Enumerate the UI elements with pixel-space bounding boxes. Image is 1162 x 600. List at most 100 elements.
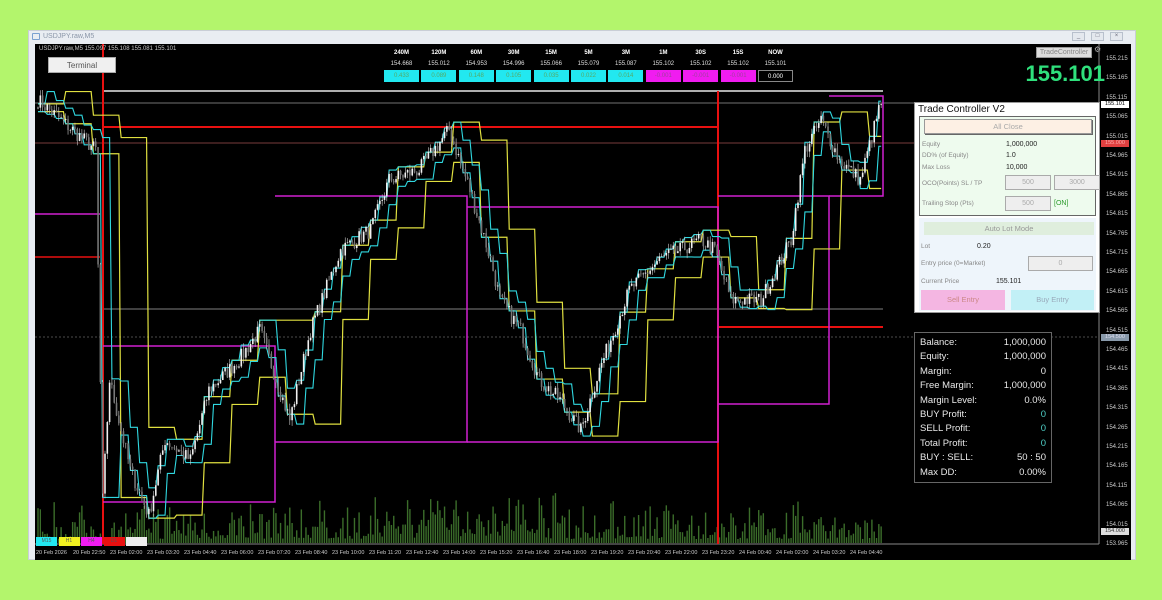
candle-body	[212, 383, 215, 392]
buy-entry-button[interactable]: Buy Entry	[1011, 290, 1094, 310]
candle-body	[644, 272, 647, 274]
max-loss-value: 10,000	[1006, 164, 1028, 171]
account-row: Balance: 1,000,000	[920, 337, 1046, 351]
candle-body	[233, 365, 236, 374]
candle-body	[827, 126, 829, 134]
time-axis-label: 23 Feb 07:20	[258, 550, 291, 556]
candle-body	[681, 241, 684, 243]
candle-body	[734, 296, 737, 304]
tp-input[interactable]: 3000	[1054, 175, 1100, 190]
candle-body	[730, 291, 732, 294]
candle-body	[249, 343, 252, 353]
legend-blank[interactable]	[126, 537, 147, 546]
minimize-button[interactable]: _	[1072, 32, 1085, 41]
candle-body	[404, 172, 407, 178]
account-label: Equity:	[920, 351, 950, 363]
candle-body	[314, 315, 316, 318]
candle-body	[300, 372, 303, 385]
candle-body	[838, 158, 841, 160]
timeframe-label: 5M	[584, 50, 593, 56]
candle-body	[824, 121, 827, 127]
sell-entry-button[interactable]: Sell Entry	[921, 290, 1005, 310]
candle-body	[845, 164, 848, 169]
candle-body	[559, 397, 561, 399]
legend-m15[interactable]: M15	[36, 537, 57, 546]
candle-body	[316, 305, 319, 316]
price-chart[interactable]: USDJPY.raw,M5 155.097 155.108 155.081 15…	[35, 44, 1131, 560]
candle-body	[776, 264, 778, 280]
timeframe-diff-badge: 0.433	[384, 70, 419, 82]
candle-body	[402, 175, 404, 178]
candle-body	[658, 256, 661, 262]
candle-body	[198, 424, 201, 434]
candle-body	[725, 279, 728, 280]
candle-body	[108, 382, 111, 423]
trailing-toggle[interactable]: [ON]	[1054, 200, 1069, 207]
price-axis-label: 154.865	[1106, 191, 1128, 198]
candle-body	[531, 361, 534, 368]
time-axis-label: 23 Feb 04:40	[184, 550, 217, 556]
candle-body	[605, 343, 608, 359]
maximize-button[interactable]: □	[1091, 32, 1104, 41]
sl-input[interactable]: 500	[1005, 175, 1051, 190]
auto-lot-mode-button[interactable]: Auto Lot Mode	[924, 222, 1094, 235]
entry-price-input[interactable]: 0	[1028, 256, 1093, 271]
candle-body	[614, 334, 617, 337]
settings-icon[interactable]: ⚙	[1094, 45, 1102, 54]
candle-body	[328, 279, 330, 281]
candle-body	[293, 404, 296, 408]
candle-body	[219, 379, 222, 384]
candle-body	[376, 204, 379, 210]
candle-body	[566, 408, 568, 412]
time-axis-label: 24 Feb 00:40	[739, 550, 772, 556]
timeframe-price: 155.101	[764, 61, 787, 67]
account-row: Margin Level: 0.0%	[920, 395, 1046, 409]
price-axis-label: 154.565	[1106, 308, 1128, 315]
candle-body	[476, 212, 478, 217]
candle-body	[665, 252, 668, 256]
timeframe-price: 154.668	[390, 61, 413, 67]
candle-body	[171, 446, 173, 448]
candle-body	[436, 146, 439, 151]
price-axis-label: 154.165	[1106, 463, 1128, 470]
candle-body	[580, 423, 582, 433]
close-button[interactable]: ×	[1110, 32, 1123, 41]
candle-body	[434, 146, 437, 157]
account-row: BUY Profit: 0	[920, 409, 1046, 423]
candle-body	[309, 337, 312, 341]
all-close-button[interactable]: All Close	[924, 119, 1092, 134]
candle-body	[600, 362, 603, 368]
oco-label: OCO(Points) SL / TP	[922, 180, 983, 187]
candle-body	[688, 247, 691, 254]
candle-body	[760, 293, 762, 306]
candle-body	[217, 383, 219, 386]
candle-body	[379, 200, 381, 205]
candle-body	[753, 294, 755, 303]
trade-controller-button[interactable]: TradeController	[1036, 47, 1092, 58]
candle-body	[547, 386, 550, 392]
candle-body	[677, 251, 679, 254]
candle-body	[829, 133, 832, 147]
candle-body	[245, 347, 247, 358]
candle-body	[383, 196, 386, 200]
legend-h1[interactable]: H1	[58, 537, 80, 546]
trailing-input[interactable]: 500	[1005, 196, 1051, 211]
account-value: 1,000,000	[1003, 380, 1046, 392]
timeframe-diff-badge: 0.022	[571, 70, 606, 82]
candle-body	[619, 316, 621, 329]
candle-body	[471, 192, 474, 194]
candle-body	[808, 144, 811, 152]
candle-body	[748, 293, 751, 304]
candle-body	[355, 245, 358, 249]
candle-body	[369, 223, 372, 239]
candle-body	[533, 367, 536, 376]
candle-body	[178, 450, 180, 452]
candle-body	[656, 261, 658, 265]
candle-body	[702, 235, 705, 247]
legend-h4[interactable]: H4	[81, 537, 102, 546]
terminal-button[interactable]: Terminal	[48, 57, 116, 73]
price-axis-label: 154.365	[1106, 385, 1128, 392]
equity-value: 1,000,000	[1006, 141, 1038, 148]
legend-d1[interactable]: D1	[103, 537, 125, 546]
candle-body	[792, 230, 795, 246]
